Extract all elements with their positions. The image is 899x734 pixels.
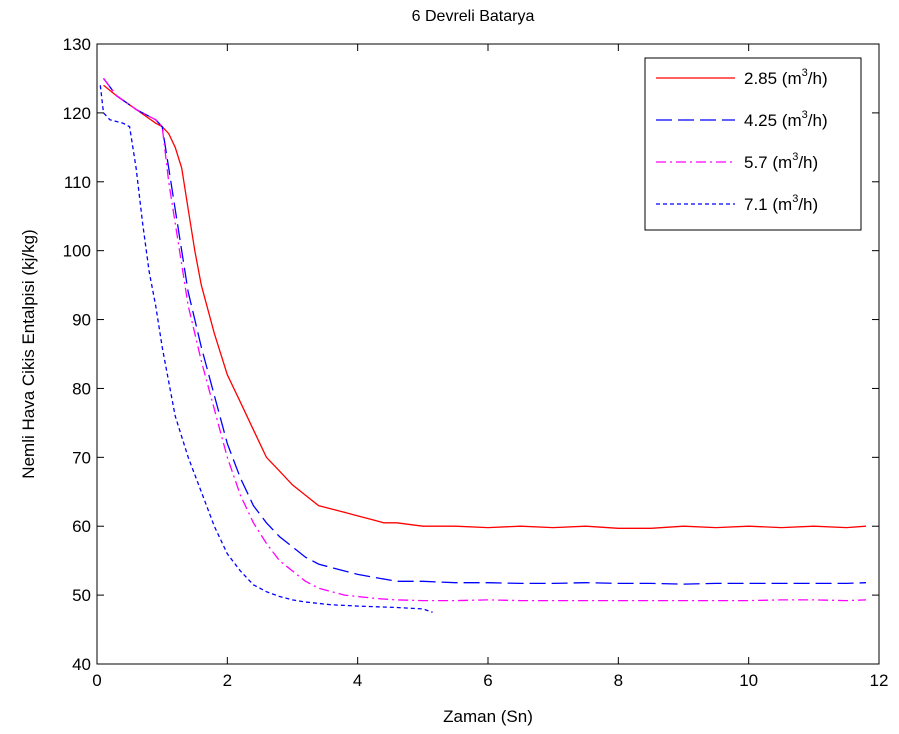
series-line-2 [102,78,867,585]
x-tick-label: 6 [483,671,492,690]
x-tick-label: 8 [614,671,623,690]
y-tick-label: 40 [72,655,91,674]
x-tick-label: 2 [223,671,232,690]
legend-label-1: 2.85 (m3/h) [744,67,828,88]
y-axis-label: Nemli Hava Cikis Entalpisi (kj/kg) [19,229,38,478]
legend-label-4: 7.1 (m3/h) [744,193,818,214]
y-tick-label: 110 [64,173,91,192]
y-tick-label: 100 [63,242,91,261]
x-tick-label: 10 [739,671,758,690]
legend: 2.85 (m3/h) 4.25 (m3/h) 5.7 (m3/h) 7.1 (m3/… [644,57,862,231]
y-tick-label: 60 [72,517,91,536]
series-line-3 [102,78,867,602]
y-tick-label: 90 [72,311,91,330]
y-tick-label: 130 [63,35,91,54]
x-tick-label: 12 [870,671,889,690]
y-tick-label: 120 [63,104,91,123]
y-tick-label: 80 [72,379,91,398]
axis-ticks: 0 2 4 6 8 10 12 40 50 60 70 80 90 100 110 120 130 [63,35,889,690]
y-tick-label: 50 [72,586,91,605]
legend-box [644,57,862,231]
x-axis-label: Zaman (Sn) [443,707,533,726]
chart-title: 6 Devreli Batarya [412,8,535,25]
x-tick-label: 4 [353,671,362,690]
series-line-1 [103,84,867,529]
y-tick-label: 70 [72,448,91,467]
series-line-4 [99,85,433,613]
x-tick-label: 0 [92,671,101,690]
legend-label-3: 5.7 (m3/h) [744,151,818,172]
series-layer [99,78,867,613]
legend-label-2: 4.25 (m3/h) [744,109,828,130]
